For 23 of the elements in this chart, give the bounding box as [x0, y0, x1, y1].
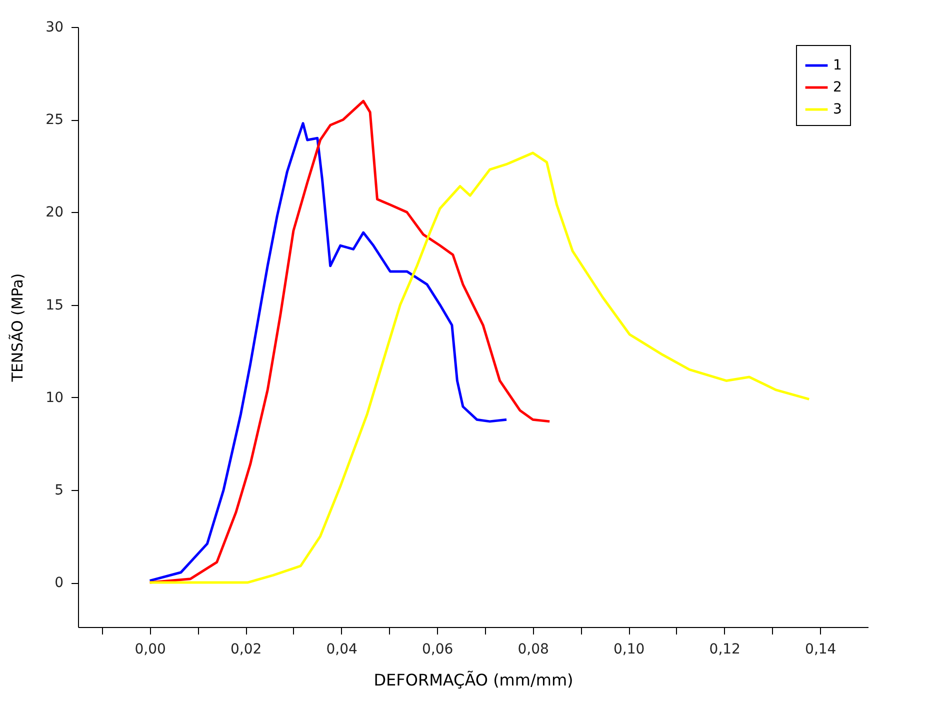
legend-label: 3: [833, 102, 842, 118]
y-tick-label: 25: [46, 112, 64, 128]
line-series: [148, 100, 551, 584]
y-tick-label: 0: [54, 575, 64, 592]
y-tick-label: 5: [54, 482, 64, 498]
x-tick-label: 0,06: [422, 642, 454, 658]
legend-label: 1: [833, 58, 842, 74]
x-tick-label: 0,04: [326, 642, 358, 658]
y-tick-label: 30: [46, 20, 64, 36]
line-series: [148, 122, 508, 582]
x-tick-label: 0,00: [134, 642, 166, 658]
y-tick-label: 10: [46, 390, 64, 406]
y-tick-label: 15: [46, 297, 64, 314]
y-axis-title: TENSÃO (MPa): [8, 273, 27, 383]
x-axis-title: DEFORMAÇÃO (mm/mm): [374, 670, 574, 690]
x-tick-label: 0,08: [518, 642, 549, 658]
x-tick-label: 0,14: [805, 642, 836, 658]
legend-label: 2: [833, 80, 842, 96]
x-tick-label: 0,10: [614, 642, 645, 658]
x-tick-label: 0,12: [709, 642, 740, 658]
y-tick-label: 20: [46, 204, 64, 221]
line-series: [148, 152, 810, 584]
x-tick-label: 0,02: [230, 642, 262, 658]
